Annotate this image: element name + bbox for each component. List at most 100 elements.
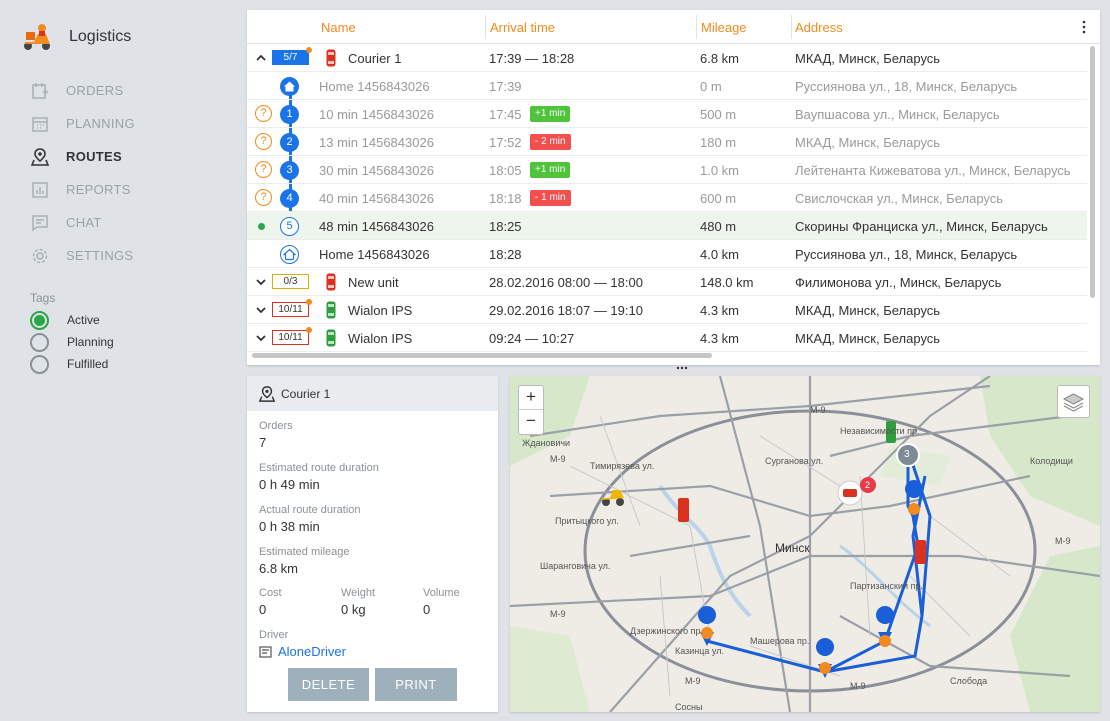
map-label: Колодищи	[1030, 456, 1073, 466]
stop-row[interactable]: ? 4 40 min 1456843026 18:18 - 1 min 600 m Свис…	[247, 184, 1087, 212]
tag-planning[interactable]: Planning	[30, 331, 114, 353]
question-icon[interactable]: ?	[255, 105, 272, 122]
stop-name: 10 min 1456843026	[319, 107, 434, 122]
chevron-down-icon[interactable]	[254, 275, 268, 289]
map-label: Независимости пр.	[840, 426, 920, 436]
column-divider[interactable]	[485, 15, 486, 39]
radio-active[interactable]	[30, 310, 49, 330]
unit-row[interactable]: 10/11 Wialon IPS 09:24 — 10:27 4.3 km МКАД, …	[247, 324, 1087, 352]
address: Руссиянова ул., 18, Минск, Беларусь	[795, 79, 1018, 94]
question-icon[interactable]: ?	[255, 161, 272, 178]
horizontal-scrollbar[interactable]	[252, 353, 712, 358]
radio-planning[interactable]	[30, 332, 49, 352]
question-icon[interactable]: ?	[255, 189, 272, 206]
chevron-down-icon[interactable]	[254, 331, 268, 345]
scooter-icon	[602, 490, 624, 506]
map-city-label: Минск	[775, 541, 810, 555]
map-label: Сурганова ул.	[765, 456, 824, 466]
column-header-arrival[interactable]: Arrival time	[490, 20, 556, 35]
cost-field: Cost 0	[259, 587, 282, 617]
more-vertical-icon[interactable]	[1080, 19, 1088, 35]
map-label: Сосны	[675, 702, 703, 712]
tag-fulfilled[interactable]: Fulfilled	[30, 353, 114, 375]
cluster-count[interactable]: 3	[904, 449, 910, 460]
stop-row[interactable]: 5 48 min 1456843026 18:25 480 m Скорины Фран…	[247, 212, 1087, 240]
column-header-address[interactable]: Address	[795, 20, 843, 35]
app-logo[interactable]: Logistics	[20, 22, 131, 52]
resize-handle-icon[interactable]	[676, 366, 688, 370]
print-button[interactable]: PRINT	[375, 668, 457, 701]
stop-row[interactable]: ? 3 30 min 1456843026 18:05 +1 min 1.0 km Лейт…	[247, 156, 1087, 184]
cost-value: 0	[259, 602, 267, 617]
time-delta-badge: - 1 min	[530, 190, 571, 206]
map-label: Партизанский пр.	[850, 581, 923, 591]
arrival-time: 17:39 — 18:28	[489, 51, 575, 66]
nav-item-routes[interactable]: ROUTES	[30, 140, 135, 173]
driver-link[interactable]: AloneDriver	[259, 644, 346, 659]
orders-icon	[30, 81, 50, 101]
nav-item-orders[interactable]: ORDERS	[30, 74, 135, 107]
map-label: M-9	[550, 609, 566, 619]
nav-label-settings: SETTINGS	[66, 248, 134, 263]
sidebar: Logistics ORDERS PLANNING ROUTES REPORTS	[0, 0, 237, 721]
route-detail-panel: Courier 1 Orders 7 Estimated route durat…	[247, 376, 498, 712]
zoom-out-button[interactable]: −	[526, 411, 536, 430]
route-pin-icon	[30, 147, 50, 167]
stop-row[interactable]: ? 2 13 min 1456843026 17:52 - 2 min 180 m МКАД…	[247, 128, 1087, 156]
address: Филимонова ул., Минск, Беларусь	[795, 275, 1002, 290]
map-label: M-9	[810, 405, 826, 415]
alert-count-badge[interactable]: 2	[865, 480, 871, 490]
question-icon[interactable]: ?	[255, 133, 272, 150]
home-icon	[280, 245, 299, 264]
tag-active[interactable]: Active	[30, 309, 114, 331]
unit-row[interactable]: 0/3 New unit 28.02.2016 08:00 — 18:00 148.0…	[247, 268, 1087, 296]
arrival-time: 18:28	[489, 247, 522, 262]
arrival-time: 18:05	[489, 163, 522, 178]
notification-dot	[306, 299, 312, 305]
nav-item-reports[interactable]: REPORTS	[30, 173, 135, 206]
mileage: 480 m	[700, 219, 737, 234]
stop-row[interactable]: ? 1 10 min 1456843026 17:45 +1 min 500 m Ваупш…	[247, 100, 1087, 128]
delete-button[interactable]: DELETE	[288, 668, 369, 701]
orders-field: Orders 7	[259, 420, 293, 450]
stop-row[interactable]: Home 1456843026 17:39 0 m Руссиянова ул., 1…	[247, 72, 1087, 100]
route-map[interactable]: Минск Ждановичи Колодищи M-9 M-9 M-9 M-9…	[510, 376, 1100, 712]
radio-fulfilled[interactable]	[30, 354, 49, 374]
column-header-name[interactable]: Name	[321, 20, 356, 35]
chevron-up-icon[interactable]	[254, 51, 268, 65]
red-car-icon	[915, 540, 926, 564]
vehicle-icon	[326, 329, 336, 347]
map-pin-icon	[905, 480, 924, 520]
calendar-icon	[30, 114, 50, 134]
weight-value: 0 kg	[341, 602, 366, 617]
nav-label-routes: ROUTES	[66, 149, 122, 164]
stop-row[interactable]: Home 1456843026 18:28 4.0 km Руссиянова ул.…	[247, 240, 1087, 268]
chevron-down-icon[interactable]	[254, 303, 268, 317]
column-divider[interactable]	[696, 15, 697, 39]
map-label: Казинца ул.	[675, 646, 724, 656]
unit-row[interactable]: 5/7 Courier 1 17:39 — 18:28 6.8 km МКАД, Мин…	[247, 44, 1087, 72]
vertical-scrollbar[interactable]	[1090, 46, 1095, 298]
map-label: M-9	[850, 681, 866, 691]
nav-item-chat[interactable]: CHAT	[30, 206, 135, 239]
address: Свислочская ул., Минск, Беларусь	[795, 191, 1004, 206]
field-label: Estimated route duration	[259, 462, 379, 474]
time-delta-badge: - 2 min	[530, 134, 571, 150]
stop-name: 40 min 1456843026	[319, 191, 434, 206]
volume-value: 0	[423, 602, 431, 617]
detail-header: Courier 1	[247, 376, 498, 411]
unit-row[interactable]: 10/11 Wialon IPS 29.02.2016 18:07 — 19:10 4…	[247, 296, 1087, 324]
map-layers-button[interactable]	[1057, 385, 1090, 418]
time-delta-badge: +1 min	[530, 162, 571, 178]
column-divider[interactable]	[791, 15, 792, 39]
nav-item-settings[interactable]: SETTINGS	[30, 239, 135, 272]
nav-item-planning[interactable]: PLANNING	[30, 107, 135, 140]
address: Руссиянова ул., 18, Минск, Беларусь	[795, 247, 1018, 262]
vehicle-icon	[326, 301, 336, 319]
orders-progress-badge: 0/3	[272, 274, 309, 289]
address: МКАД, Минск, Беларусь	[795, 331, 941, 346]
unit-name: Wialon IPS	[348, 303, 413, 318]
zoom-in-button[interactable]: +	[519, 386, 543, 410]
nav-label-planning: PLANNING	[66, 116, 135, 131]
column-header-mileage[interactable]: Mileage	[701, 20, 747, 35]
